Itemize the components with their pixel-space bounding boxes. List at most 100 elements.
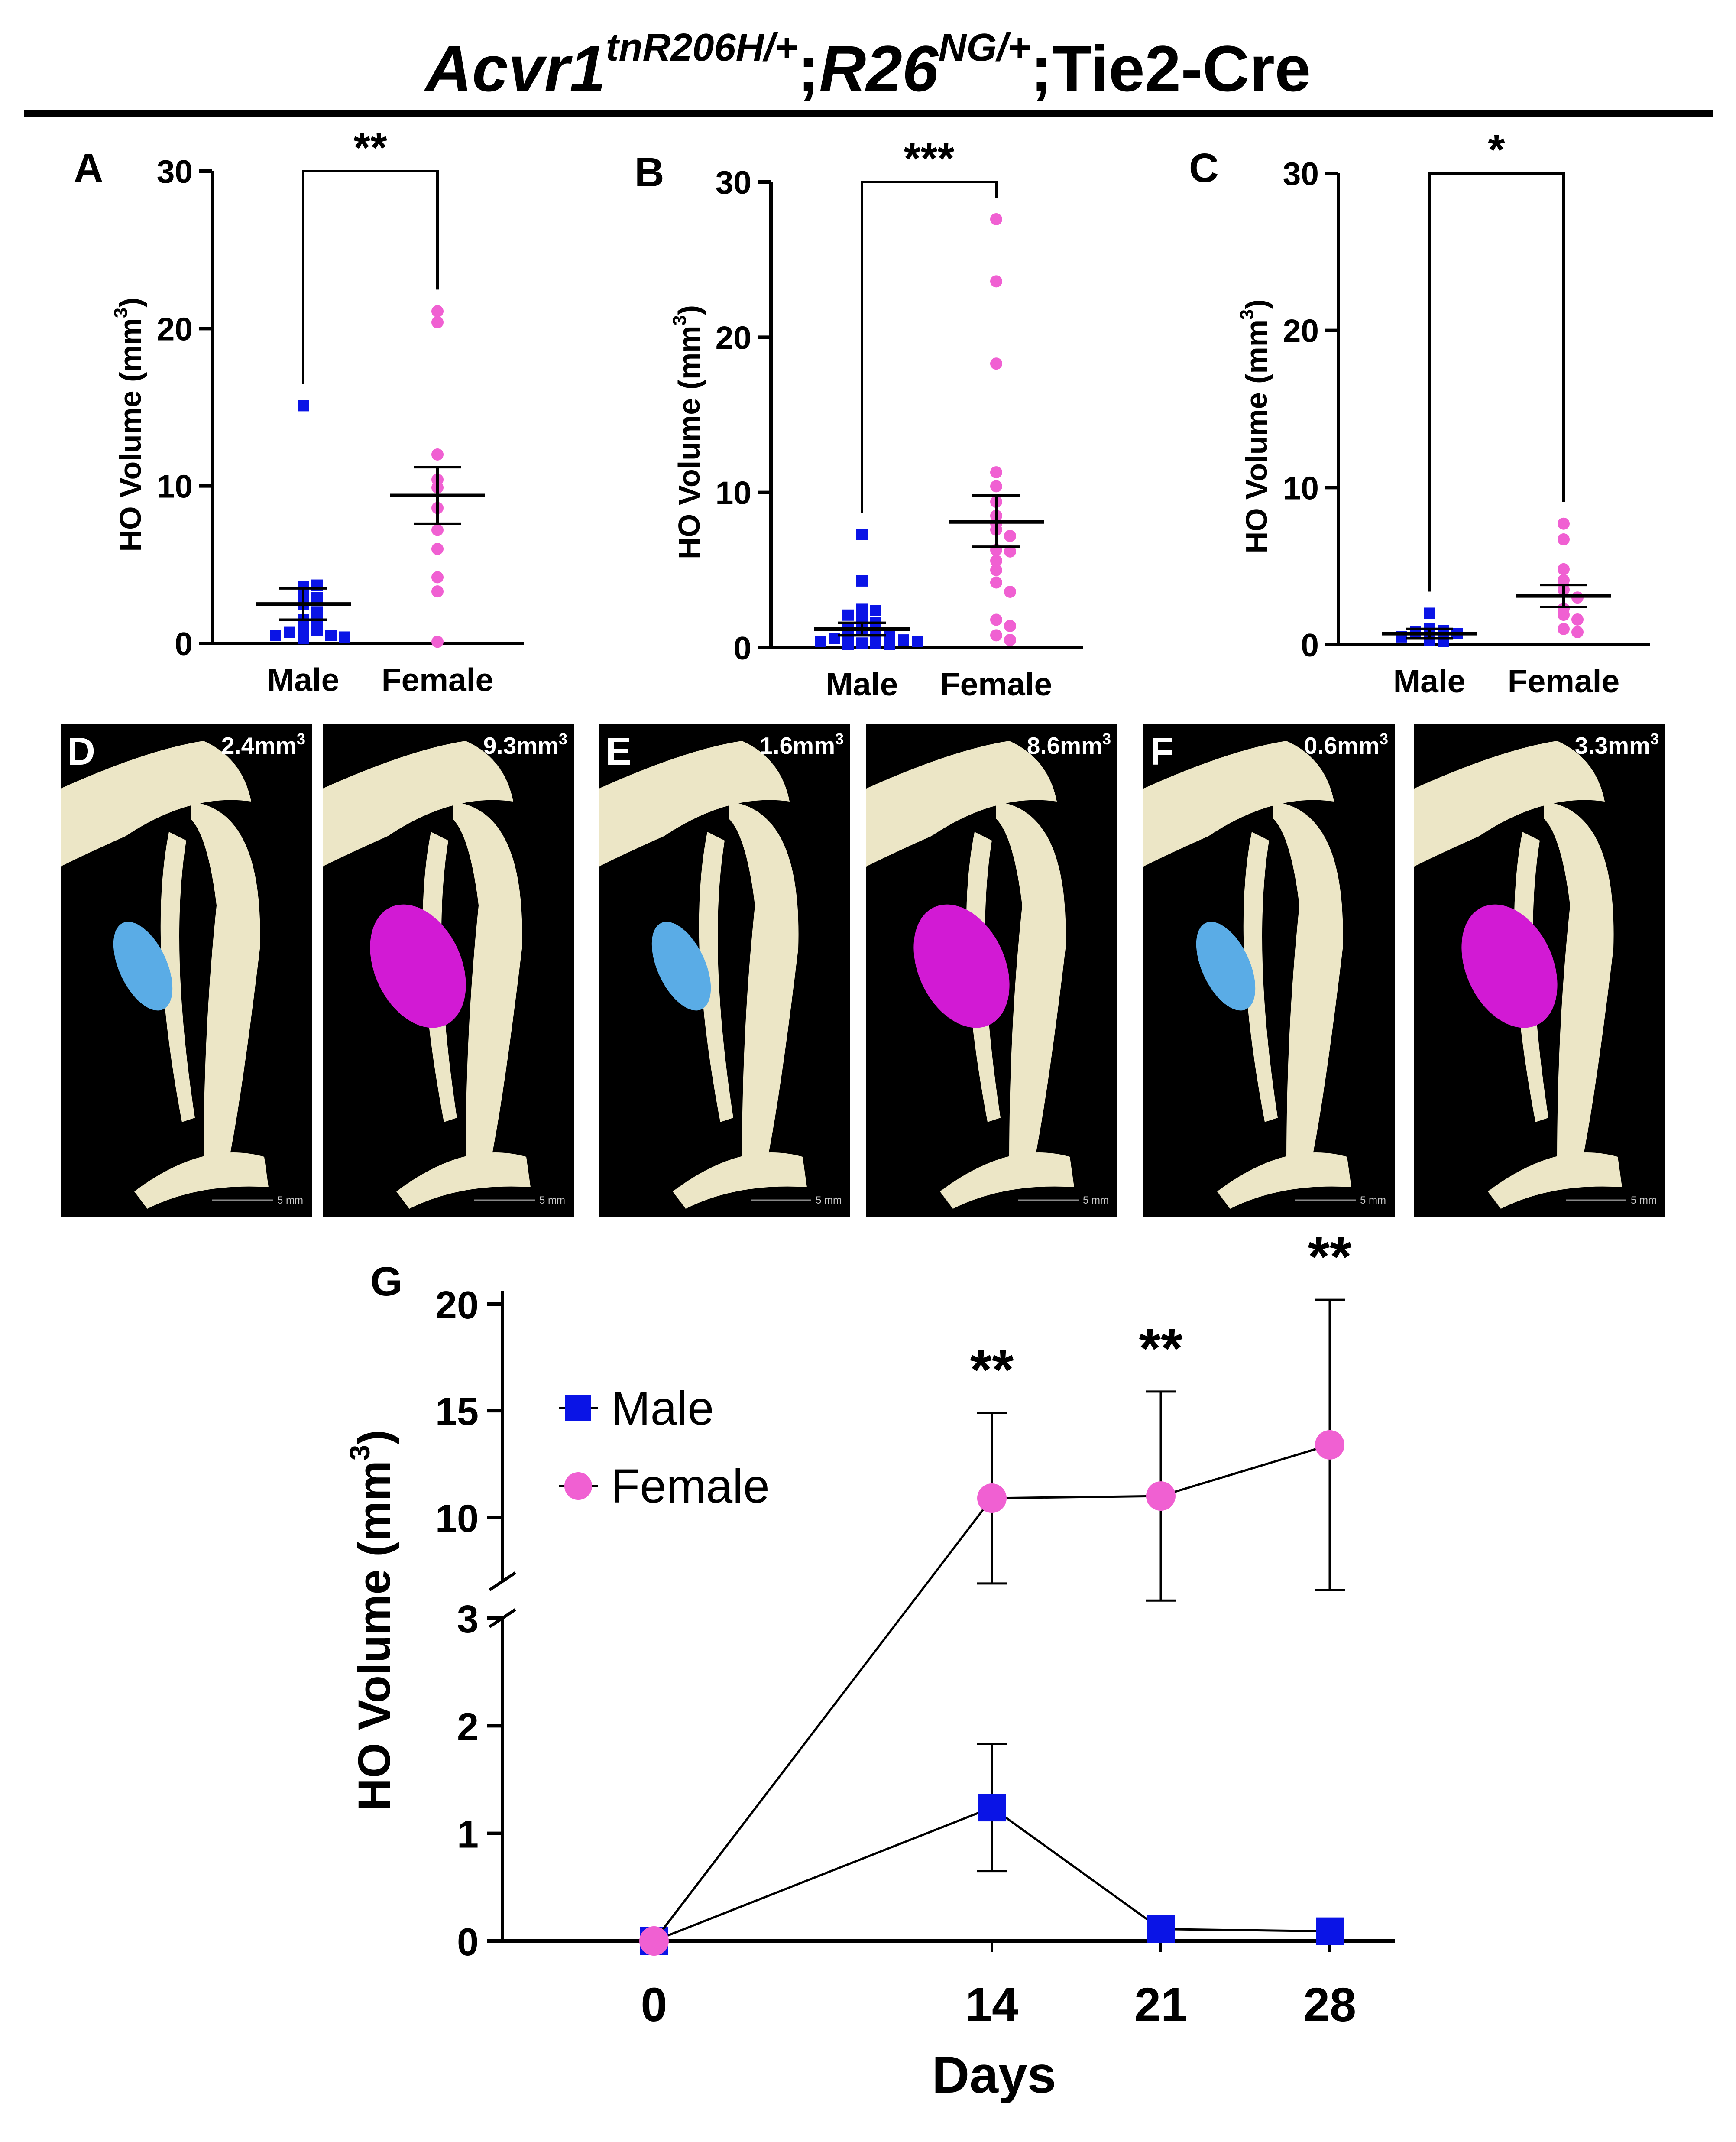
male-point: [870, 605, 881, 616]
y-tick-label: 0: [733, 630, 751, 666]
female-point: [1571, 626, 1584, 638]
female-point: [431, 636, 444, 648]
fibula-bone: [160, 832, 195, 1122]
male-point: [284, 626, 295, 638]
female-point: [990, 466, 1002, 479]
y-axis-label-end: ): [672, 305, 706, 315]
ho-volume-label: 0.6mm3: [1304, 730, 1388, 759]
male-point: [912, 636, 923, 647]
male-point: [311, 625, 323, 636]
female-ho-lesion: [913, 904, 1010, 1028]
significance-label: **: [1308, 1225, 1352, 1288]
male-microct: 1.6mm3 5 mm E: [599, 724, 850, 1217]
figure-title: Acvr1tnR206H/+;R26NG/+;Tie2-Cre: [424, 26, 1311, 105]
male-ho-lesion: [113, 922, 173, 1011]
fibula-bone: [699, 832, 733, 1122]
female-point: [1004, 530, 1016, 542]
female-data-point: [639, 1926, 669, 1956]
foot-bone: [940, 1152, 1074, 1209]
legend-marker-female: [564, 1472, 592, 1500]
significance-bracket: [302, 170, 439, 384]
female-point: [431, 585, 444, 598]
x-axis-label: Days: [932, 2046, 1056, 2104]
series-line: [654, 1806, 1330, 1942]
female-microct: 9.3mm3 5 mm: [323, 724, 574, 1217]
female-ho-lesion: [370, 904, 466, 1028]
tibia-bone: [453, 802, 522, 1161]
y-tick-label: 15: [435, 1390, 479, 1434]
male-point: [856, 575, 868, 587]
scale-bar-label: 5 mm: [277, 1194, 303, 1206]
y-axis-label-main: HO Volume (mm: [1240, 320, 1273, 553]
significance-label: **: [353, 123, 387, 172]
female-point: [1004, 634, 1016, 646]
y-axis-label-main: HO Volume (mm: [349, 1460, 400, 1811]
significance-label: *: [1488, 126, 1505, 174]
y-axis-label: HO Volume (mm3): [1237, 299, 1274, 554]
y-axis-label-main: HO Volume (mm: [113, 318, 147, 552]
female-point: [1558, 623, 1570, 635]
y-tick-label: 10: [435, 1497, 479, 1540]
tibia-bone: [1273, 802, 1343, 1161]
y-tick-label: 10: [1283, 470, 1319, 506]
x-category-label: Male: [1393, 663, 1466, 699]
female-point: [1558, 609, 1570, 621]
scale-bar-label: 5 mm: [816, 1194, 842, 1206]
ho-volume-sup: 3: [297, 730, 305, 748]
foot-bone: [134, 1152, 269, 1209]
series-line: [653, 1444, 1330, 1942]
male-point: [270, 630, 281, 641]
female-point: [990, 564, 1002, 576]
female-point: [431, 571, 444, 584]
female-point: [431, 448, 444, 461]
series-female: [639, 1298, 1345, 1956]
y-tick-label: 20: [157, 311, 193, 347]
scale-bar-label: 5 mm: [1631, 1194, 1657, 1206]
femur-bone: [323, 741, 513, 867]
title-rule: [24, 110, 1713, 117]
ho-volume-label: 2.4mm3: [221, 730, 305, 759]
male-point: [1424, 607, 1435, 619]
ho-volume-sup: 3: [1380, 730, 1388, 748]
ho-volume-label: 8.6mm3: [1027, 730, 1111, 759]
y-axis-label-sup: 3: [344, 1445, 376, 1460]
female-point: [431, 543, 444, 555]
tibia-bone: [996, 802, 1066, 1161]
panel-label-f: F: [1150, 730, 1174, 773]
male-ho-lesion: [1196, 922, 1256, 1011]
male-point: [311, 606, 323, 618]
y-tick-label: 30: [716, 164, 751, 201]
y-tick-label: 2: [457, 1705, 479, 1749]
y-axis-label-end: ): [1240, 299, 1273, 309]
legend-label: Male: [611, 1382, 714, 1435]
female-point: [431, 524, 444, 536]
y-tick-label: 0: [1301, 627, 1319, 663]
y-tick-label: 30: [157, 153, 193, 190]
y-axis-label: HO Volume (mm3): [344, 1430, 400, 1811]
foot-bone: [673, 1152, 807, 1209]
significance-bracket: [1428, 172, 1565, 592]
significance-label: ***: [904, 134, 955, 183]
femur-bone: [866, 741, 1057, 867]
ho-volume-sup: 3: [835, 730, 844, 748]
female-microct: 8.6mm3 5 mm: [866, 724, 1117, 1217]
title-reporter-sup: NG/+: [938, 26, 1030, 69]
ho-volume-label: 9.3mm3: [483, 730, 567, 759]
x-category-label: Female: [940, 666, 1052, 702]
y-axis-label-end: ): [349, 1430, 400, 1445]
y-tick-label: 3: [457, 1598, 479, 1641]
ho-volume-value: 8.6mm: [1027, 732, 1102, 759]
significance-label: **: [1139, 1317, 1183, 1380]
legend-label: Female: [611, 1460, 770, 1513]
female-point: [990, 480, 1002, 493]
femur-bone: [1414, 741, 1605, 867]
female-point: [1004, 586, 1016, 598]
ho-volume-value: 0.6mm: [1304, 732, 1380, 759]
male-point: [325, 630, 337, 641]
x-category-label: Male: [826, 666, 898, 702]
panel-label-b: B: [635, 149, 664, 195]
tibia-bone: [1544, 802, 1614, 1161]
y-tick-label: 10: [157, 468, 193, 505]
